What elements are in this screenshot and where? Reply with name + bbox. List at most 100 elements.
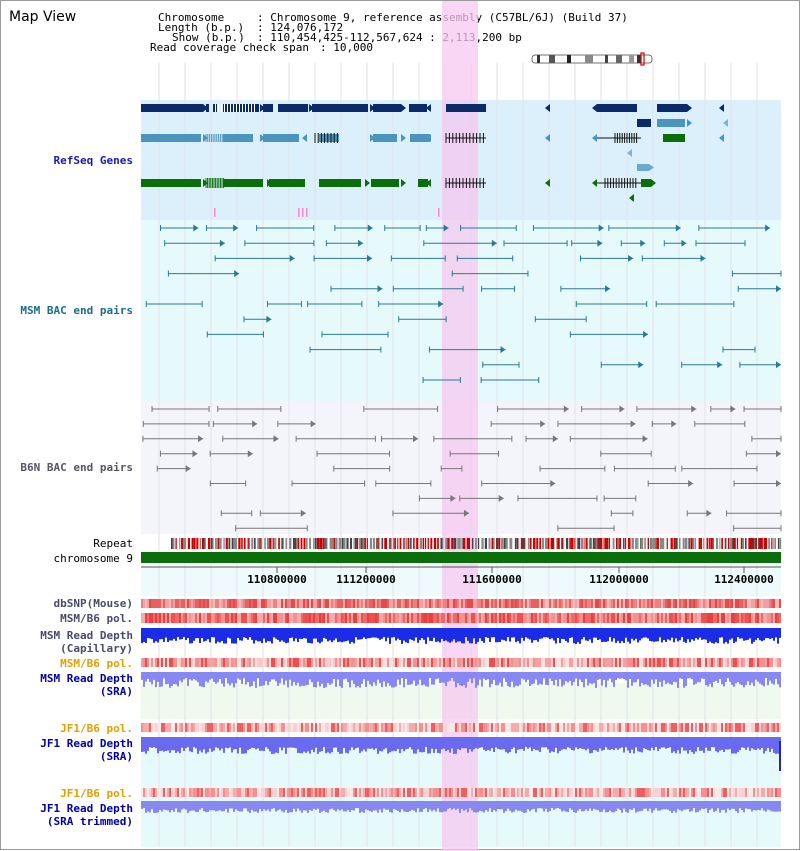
density-bin xyxy=(333,658,335,667)
depth-bin xyxy=(247,801,249,812)
depth-bin xyxy=(227,801,229,813)
density-bin xyxy=(507,723,509,732)
repeat-element xyxy=(602,538,604,549)
repeat-element xyxy=(215,538,217,549)
depth-bin xyxy=(685,801,687,810)
repeat-element xyxy=(314,538,317,549)
density-bin xyxy=(537,723,539,732)
depth-bin xyxy=(243,628,245,638)
track-label-msm-b6-pol-1[interactable]: MSM/B6 pol. xyxy=(60,612,133,625)
density-bin xyxy=(401,723,403,732)
density-bin xyxy=(397,613,399,623)
track-label-jf1-depth-trim[interactable]: JF1 Read Depth xyxy=(40,802,133,815)
track-label-msm-depth-sra-sub: (SRA) xyxy=(99,685,133,698)
depth-bin xyxy=(765,737,767,751)
density-bin xyxy=(469,658,471,667)
density-bin xyxy=(369,658,371,667)
depth-bin xyxy=(175,628,177,641)
density-bin xyxy=(403,613,405,623)
depth-bin xyxy=(363,801,365,813)
density-bin xyxy=(459,613,461,623)
density-bin xyxy=(147,658,149,667)
depth-bin xyxy=(741,801,743,811)
depth-bin xyxy=(153,801,155,813)
track-label-msm-depth-cap[interactable]: MSM Read Depth xyxy=(40,629,133,642)
density-bin xyxy=(267,613,269,623)
depth-bin xyxy=(599,628,601,640)
density-bin xyxy=(507,613,509,623)
density-bin xyxy=(549,788,551,797)
density-bin xyxy=(179,788,181,797)
depth-bin xyxy=(651,628,653,642)
track-label-refseq[interactable]: RefSeq Genes xyxy=(53,154,133,167)
density-bin xyxy=(699,613,701,623)
depth-bin xyxy=(349,672,351,688)
track-label-jf1-b6-pol-1[interactable]: JF1/B6 pol. xyxy=(60,722,133,735)
density-bin xyxy=(637,599,639,608)
density-bin xyxy=(233,599,235,608)
density-bin xyxy=(511,599,513,608)
density-bin xyxy=(587,723,589,732)
repeat-element xyxy=(376,538,378,549)
depth-bin xyxy=(423,737,425,753)
track-label-msm-depth-sra[interactable]: MSM Read Depth xyxy=(40,672,133,685)
depth-bin xyxy=(489,737,491,751)
depth-bin xyxy=(579,801,581,809)
density-bin xyxy=(443,723,445,732)
depth-bin xyxy=(763,737,765,754)
depth-bin xyxy=(667,801,669,810)
depth-bin xyxy=(161,801,163,812)
track-label-jf1-depth-sra[interactable]: JF1 Read Depth xyxy=(40,737,133,750)
repeat-element xyxy=(223,538,225,549)
density-bin xyxy=(615,788,617,797)
depth-bin xyxy=(405,801,407,812)
repeat-element xyxy=(712,538,714,549)
density-bin xyxy=(157,613,159,623)
depth-bin xyxy=(347,628,349,641)
bac-end-arrow xyxy=(717,361,723,369)
repeat-element xyxy=(338,538,342,549)
depth-bin xyxy=(669,801,671,811)
depth-bin xyxy=(259,737,261,751)
track-label-msm-bac[interactable]: MSM BAC end pairs xyxy=(20,304,133,317)
depth-bin xyxy=(745,628,747,641)
density-bin xyxy=(715,599,717,608)
depth-bin xyxy=(669,672,671,685)
depth-bin xyxy=(375,737,377,749)
depth-bin xyxy=(483,737,485,750)
density-bin xyxy=(563,599,565,608)
depth-bin xyxy=(695,672,697,684)
density-bin xyxy=(605,658,607,667)
repeat-element xyxy=(606,538,609,549)
density-bin xyxy=(431,599,433,608)
track-label-dbsnp[interactable]: dbSNP(Mouse) xyxy=(53,597,133,610)
header-show-key: Show (b.p.) xyxy=(172,31,245,44)
track-label-msm-b6-pol-2[interactable]: MSM/B6 pol. xyxy=(60,657,133,670)
depth-bin xyxy=(533,801,535,809)
track-label-jf1-b6-pol-2[interactable]: JF1/B6 pol. xyxy=(60,787,133,800)
track-label-b6n-bac[interactable]: B6N BAC end pairs xyxy=(20,461,133,474)
depth-bin xyxy=(419,737,421,752)
density-bin xyxy=(213,788,215,797)
density-bin xyxy=(259,788,261,797)
density-bin xyxy=(337,723,339,732)
refseq-gene-arrow xyxy=(260,104,265,112)
depth-bin xyxy=(409,737,411,748)
depth-bin xyxy=(421,737,423,753)
depth-bin xyxy=(705,737,707,748)
repeat-element xyxy=(557,538,560,549)
refseq-gene-block xyxy=(141,104,203,112)
depth-bin xyxy=(521,737,523,749)
depth-bin xyxy=(433,628,435,638)
depth-bin xyxy=(497,801,499,810)
depth-bin xyxy=(667,628,669,640)
depth-bin xyxy=(721,737,723,750)
depth-bin xyxy=(397,737,399,749)
density-bin xyxy=(159,788,161,797)
header-chromosome-key: Chromosome xyxy=(158,11,225,24)
depth-bin xyxy=(159,737,161,751)
density-bin xyxy=(239,613,241,623)
depth-bin xyxy=(523,672,525,680)
